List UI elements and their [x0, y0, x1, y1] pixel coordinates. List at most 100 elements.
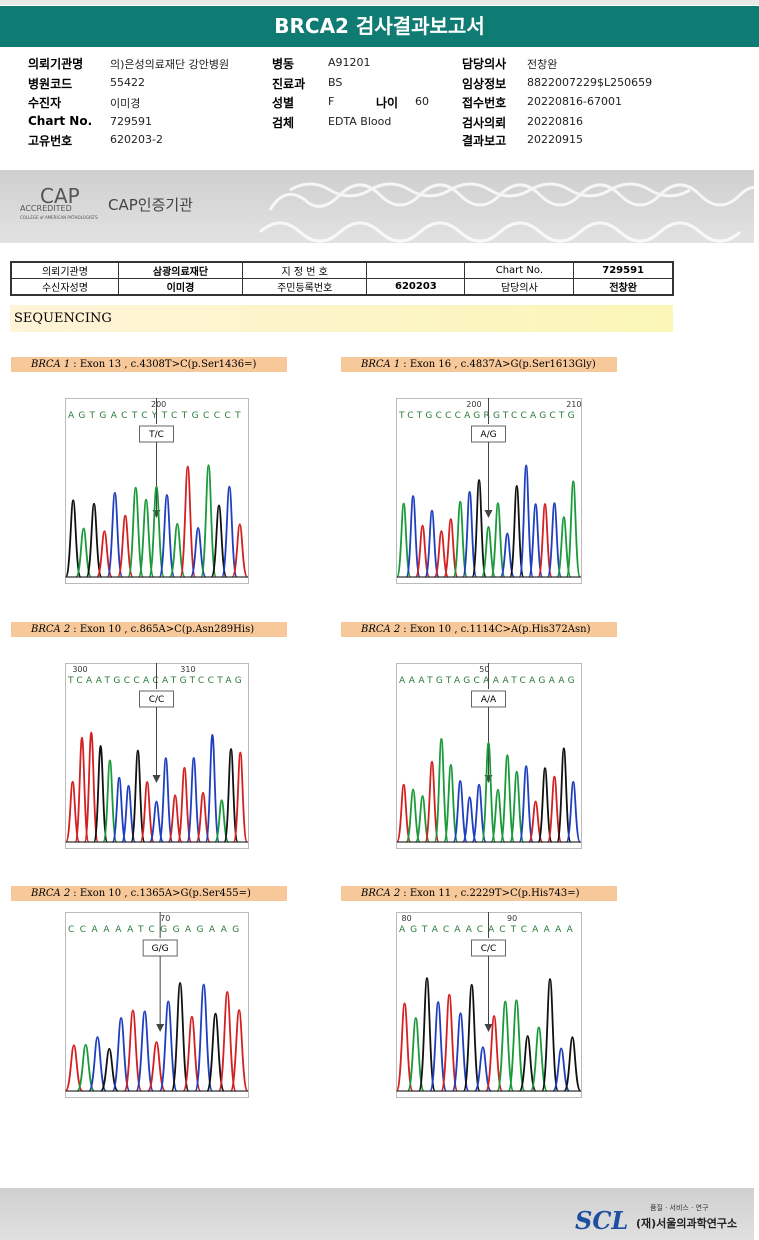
trace-peak — [556, 516, 572, 578]
trace-peak — [433, 737, 450, 843]
trace-peak — [396, 783, 412, 843]
position-number: 50 — [479, 665, 489, 674]
footer-tagline: 품질 · 서비스 · 연구 — [650, 1204, 709, 1212]
variant-detail: : Exon 11 , c.2229T>C(p.His743=) — [403, 888, 580, 899]
trace-peak — [111, 1017, 131, 1092]
position-number: 310 — [180, 665, 195, 674]
trace-peak — [176, 766, 193, 843]
gene-name: BRCA 2 — [361, 624, 401, 635]
variant-detail: : Exon 10 , c.1365A>G(p.Ser455=) — [73, 888, 251, 899]
cap-college: COLLEGE of AMERICAN PATHOLOGISTS — [20, 215, 98, 220]
arrow-head — [156, 1024, 165, 1032]
cap-banner: CAP ACCREDITED COLLEGE of AMERICAN PATHO… — [0, 170, 754, 243]
trace-peak — [546, 502, 563, 578]
trace-peak — [204, 733, 220, 843]
genotype: A/G — [480, 430, 496, 440]
footer-org: (재)서울의과학연구소 — [636, 1217, 738, 1230]
info-label: 고유번호 — [28, 134, 73, 148]
genotype: C/C — [149, 695, 165, 705]
genotype: G/G — [152, 944, 169, 954]
trace-peak — [461, 796, 478, 843]
trace-peak — [462, 983, 481, 1092]
arrow-head — [152, 775, 161, 783]
info-label: 임상정보 — [462, 77, 507, 91]
info-value: 의)은성의료재단 강안병원 — [110, 58, 230, 71]
info-label: 접수번호 — [462, 96, 507, 110]
trace-peak — [490, 502, 506, 578]
trace-peak — [471, 479, 487, 578]
trace-peak — [85, 502, 103, 578]
trace-peak — [480, 741, 497, 843]
info-value: A91201 — [328, 56, 371, 69]
info-label: 검체 — [272, 116, 295, 130]
patient-table: 의뢰기관명 삼광의료재단 지 정 번 호 Chart No. 729591 수신자성명 이… — [10, 261, 674, 296]
trace-peak — [96, 530, 113, 578]
gene-name: BRCA 1 — [31, 359, 71, 370]
trace-peak — [135, 1010, 155, 1092]
trace-peak — [111, 776, 127, 843]
trace-peak — [93, 745, 109, 843]
cell: 주민등록번호 — [242, 278, 368, 296]
variant-detail: : Exon 10 , c.865A>C(p.Asn289His) — [73, 624, 255, 635]
trace-peak — [65, 1044, 84, 1092]
trace-peak — [179, 465, 197, 578]
trace-peak — [490, 788, 506, 843]
trace-peak — [452, 780, 468, 843]
cap-label: CAP인증기관 — [108, 196, 193, 214]
trace-peak — [106, 491, 124, 578]
trace-peak — [88, 1036, 107, 1092]
info-label: Chart No. — [28, 114, 93, 128]
trace-peak — [527, 800, 544, 843]
variant-label: BRCA 2: Exon 10 , c.1365A>G(p.Ser455=) — [11, 886, 287, 901]
info-value: EDTA Blood — [328, 115, 392, 128]
trace-peak — [231, 523, 249, 578]
info-label: 병원코드 — [28, 77, 73, 91]
trace-peak — [221, 485, 238, 578]
position-number: 90 — [507, 914, 517, 923]
trace-peak — [123, 1009, 143, 1092]
trace-peak — [210, 504, 228, 578]
cell: 729591 — [573, 261, 674, 279]
chromatogram: 70 CCAAAATCGGAGAAG G/G — [65, 912, 249, 1098]
trace-peak — [167, 794, 183, 843]
position-number: 210 — [566, 400, 581, 409]
trace-peak — [443, 518, 459, 578]
trace-peak — [565, 781, 581, 843]
variant-detail: : Exon 16 , c.4837A>G(p.Ser1613Gly) — [403, 359, 596, 370]
footer-logo: SCL — [575, 1206, 629, 1235]
info-label: 결과보고 — [462, 134, 507, 148]
trace-peak — [452, 500, 468, 578]
trace-peak — [471, 783, 487, 843]
cell: 수신자성명 — [10, 278, 119, 296]
trace-peak — [537, 767, 553, 843]
variant-label: BRCA 2: Exon 10 , c.1114C>A(p.His372Asn) — [341, 622, 617, 637]
trace-peak — [405, 495, 421, 578]
info-value: 620203-2 — [110, 133, 163, 146]
info-label: 의뢰기관명 — [28, 57, 84, 71]
trace-peak — [396, 1002, 414, 1092]
trace-peak — [496, 1000, 515, 1092]
sequence: AAATGTAGCAAATCAGAAG — [399, 676, 578, 686]
trace-peak — [546, 775, 563, 843]
footer: SCL 품질 · 서비스 · 연구 (재)서울의과학연구소 — [0, 1188, 754, 1240]
variant-label: BRCA 2: Exon 10 , c.865A>C(p.Asn289His) — [11, 622, 287, 637]
trace-peak — [563, 1036, 582, 1092]
chromatogram: 50 AAATGTAGCAAATCAGAAG A/A — [396, 663, 582, 849]
trace-peak — [480, 525, 497, 578]
cap-accredited: ACCREDITED — [20, 204, 72, 213]
trace-peak — [99, 1047, 119, 1092]
cell: 620203 — [366, 278, 466, 296]
trace-peak — [556, 747, 572, 843]
info-value: 이미경 — [110, 97, 141, 110]
trace-peak — [158, 757, 174, 843]
trace-peak — [168, 522, 186, 578]
trace-peak — [518, 464, 534, 578]
trace-peak — [65, 780, 81, 843]
arrow-head — [484, 510, 493, 518]
info-label: 수진자 — [28, 96, 62, 110]
cell: 의뢰기관명 — [10, 261, 119, 279]
cell: 삼광의료재단 — [117, 261, 244, 279]
trace-peak — [529, 1026, 548, 1092]
position-number: 200 — [151, 400, 166, 409]
info-label: 검사의뢰 — [462, 116, 507, 130]
